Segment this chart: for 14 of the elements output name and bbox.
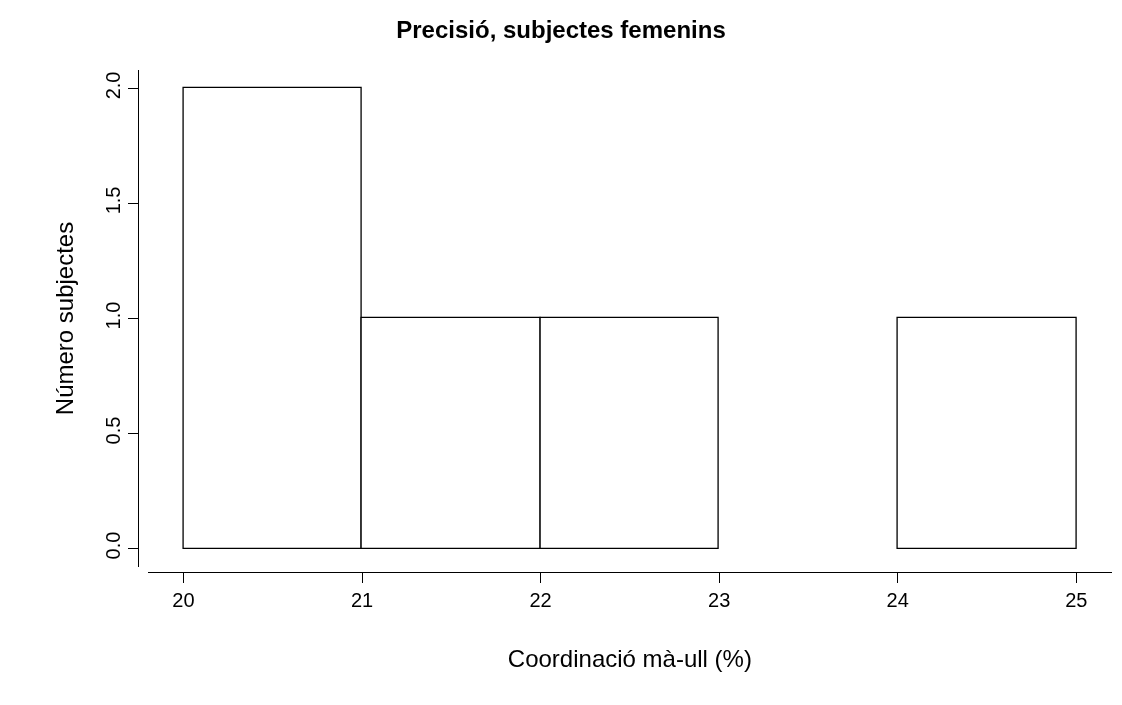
- y-tick-label: 1.5: [102, 186, 124, 215]
- y-axis-title: Número subjectes: [51, 221, 79, 416]
- y-tick-label: 0.0: [102, 531, 124, 560]
- x-tick-label: 21: [350, 589, 374, 611]
- x-tick-label: 25: [1065, 589, 1088, 611]
- chart-title: Precisió, subjectes femenins: [396, 15, 726, 43]
- x-tick-label: 24: [886, 589, 909, 611]
- x-tick-label: 20: [172, 589, 195, 611]
- y-tick-label: 0.5: [102, 416, 124, 445]
- y-tick-label: 2.0: [102, 71, 124, 100]
- x-axis-title: Coordinació mà-ull (%): [507, 645, 752, 673]
- x-tick-label: 23: [708, 589, 731, 611]
- y-tick-label: 1.0: [102, 301, 124, 330]
- x-tick-label: 22: [529, 589, 552, 611]
